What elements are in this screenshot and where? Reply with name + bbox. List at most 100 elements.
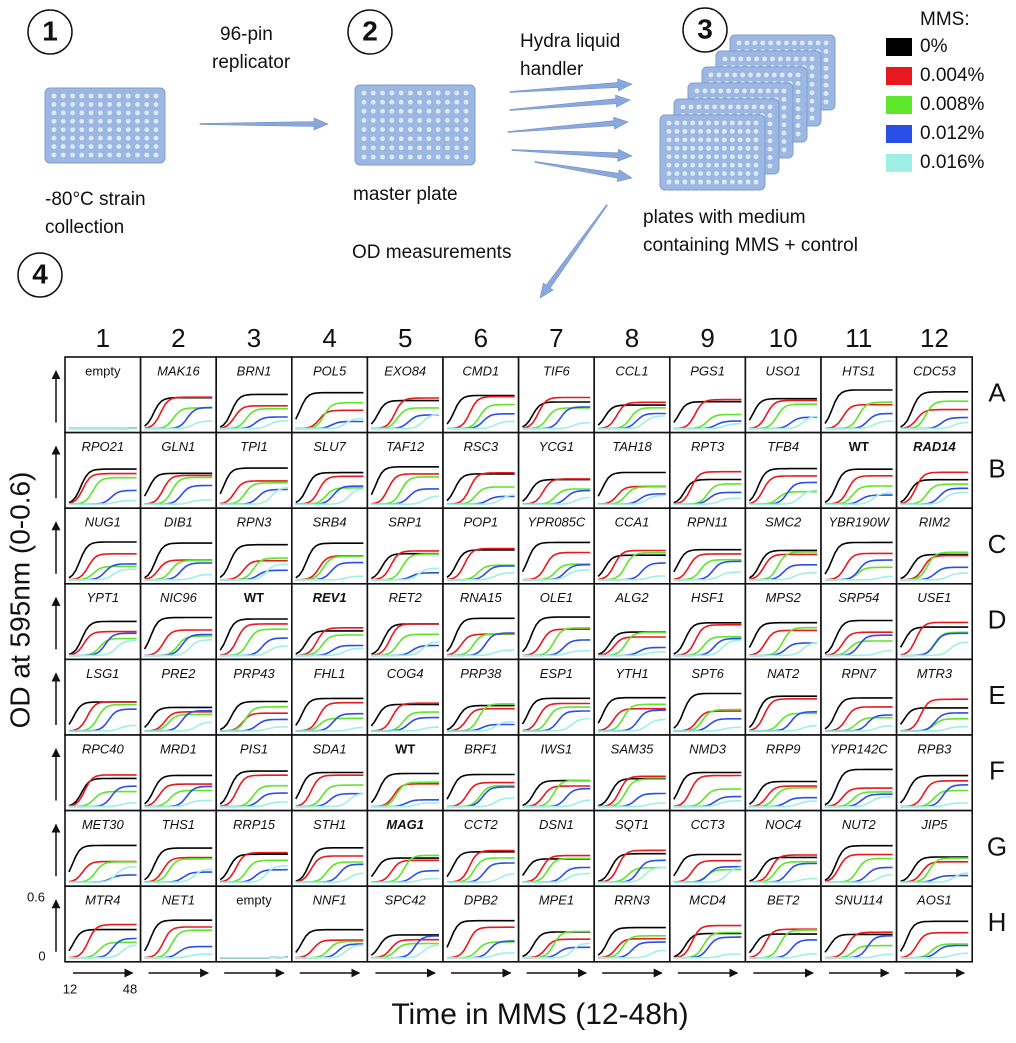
plate-well [718,88,724,94]
plate-well [690,171,696,176]
x-tick: 12 [63,981,77,996]
plate-well [60,152,66,158]
growth-curve [295,928,364,953]
column-label: 5 [398,323,412,353]
plate-well [712,104,718,110]
growth-curve [749,928,817,959]
plate-well [756,72,761,78]
growth-curve [749,785,817,808]
growth-curve [219,853,288,881]
growth-curve [68,923,137,959]
plate-well [736,40,742,46]
plate-well [144,127,150,133]
growth-curve [900,698,969,732]
growth-curve [144,573,213,581]
plate-well [407,108,413,114]
plate-well [706,154,711,160]
plate-well [370,99,376,105]
plate-well [674,145,680,151]
plate [659,114,766,191]
plate-well [745,179,751,185]
caption: collection [45,217,124,238]
plate-well [809,65,815,70]
well-panel [215,885,293,963]
growth-curve [749,800,818,808]
plate-well [753,162,759,168]
plate-well [809,81,815,87]
legend-label: 0% [920,36,948,57]
plate-well [795,123,801,128]
growth-curve [673,422,742,430]
growth-curve [749,629,817,656]
growth-curve [749,475,817,505]
growth-curve [144,783,213,807]
well-panel [139,507,218,585]
well-label: CDC53 [913,363,956,378]
plate-well [765,88,771,94]
growth-curve [370,772,439,804]
step-circle [27,9,73,55]
plate-well [135,93,140,99]
growth-curve [673,497,742,505]
growth-curve [447,571,515,581]
plate-well [135,118,140,124]
plate-well [674,179,680,185]
plate-well [370,90,376,96]
legend-title: MMS: [920,9,970,30]
plate-well [97,118,103,124]
well-panel [366,809,444,887]
growth-curve [597,852,666,883]
plate-well [688,104,694,110]
plate-well [435,136,441,142]
growth-curve [371,623,439,656]
plate-well [97,102,103,107]
well-panel [215,734,293,812]
well-label: CCA1 [615,515,650,530]
growth-curve [673,866,742,883]
plate-well [714,162,719,168]
plate-well [435,90,441,96]
plate-well [737,179,743,185]
plate-well [729,154,735,160]
workflow: 1 2 3 4 -80°C strain collection master p… [17,7,985,299]
plate-well [809,73,815,79]
plate-well [767,129,773,135]
plate-well [97,127,103,133]
column-label: 1 [96,323,110,353]
plate-well [445,99,450,105]
plate-well [107,102,113,107]
plate-well [135,102,140,107]
plate-well [370,145,376,151]
plate-well [781,97,787,102]
plate-well [445,127,450,132]
plate-well [721,120,727,126]
column-label: 11 [845,323,872,353]
plate-well [823,82,829,88]
well-label: PRP43 [233,666,275,681]
plate-well [696,104,702,110]
growth-curve [144,706,213,728]
well-panel [64,431,142,510]
plate-well [674,137,680,143]
growth-curve [220,486,288,505]
well-label: STH1 [313,817,346,832]
plate-well [97,93,103,99]
plate-well [435,108,441,114]
plate-well [153,102,159,107]
plate-well [51,102,57,107]
growth-curve [749,399,817,430]
growth-curve [220,956,288,959]
growth-curve [295,697,364,726]
plate-well [753,129,759,134]
plate-well [135,144,140,149]
growth-curve [144,721,213,732]
growth-curve [825,649,893,657]
well-label: SPT6 [691,666,724,681]
plate-well [781,113,787,119]
plate-well [51,93,57,99]
column-label: 9 [700,323,714,353]
growth-curve [824,697,893,730]
plate-well [417,127,423,132]
plate-well [454,90,460,96]
growth-curve [144,799,213,808]
